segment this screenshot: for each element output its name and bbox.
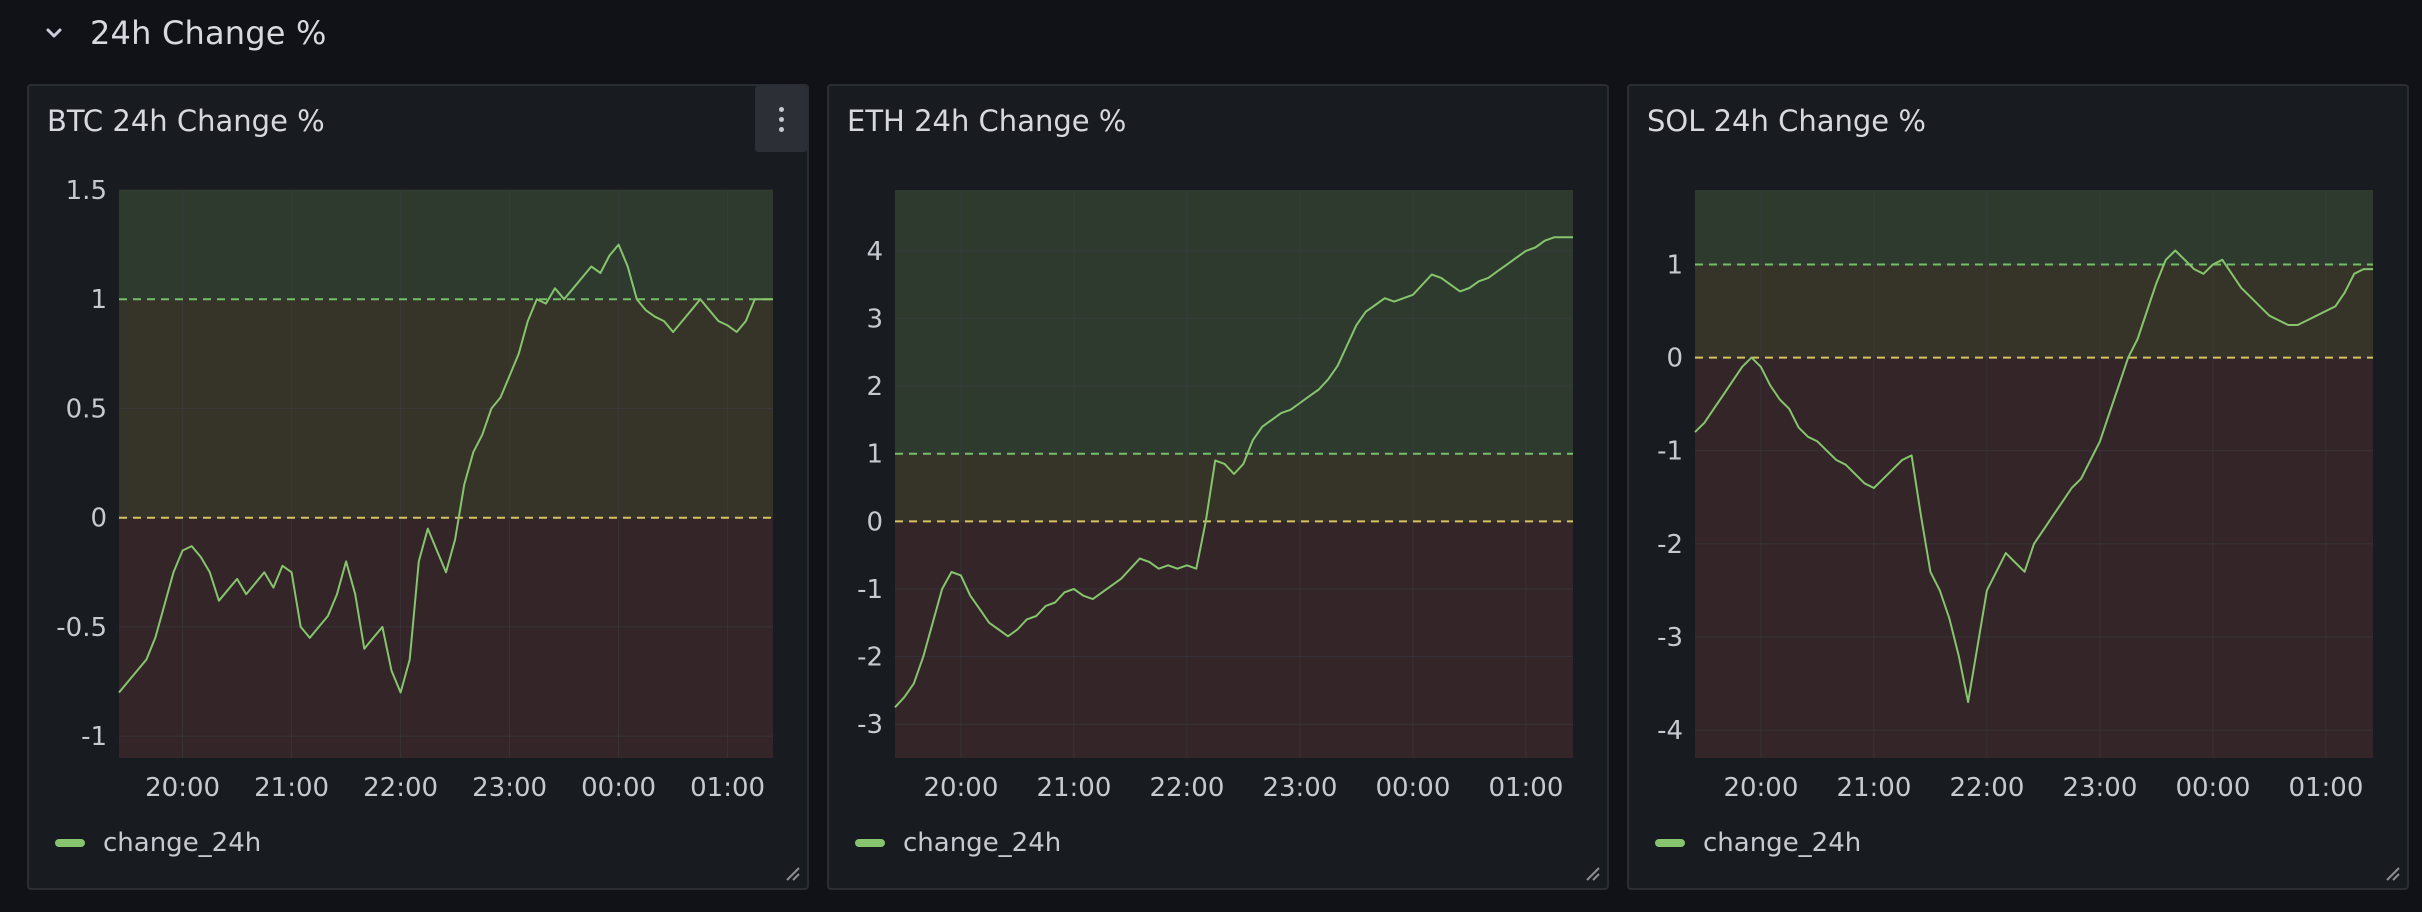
resize-handle-icon[interactable] xyxy=(2381,862,2401,882)
y-tick-label: -1 xyxy=(81,722,107,752)
sol-chart[interactable]: 1 0 -1 -2 -3 -4 20:00 21:00 22:00 23:00 00:00 01:00 xyxy=(1629,86,2407,888)
panel-title[interactable]: BTC 24h Change % xyxy=(47,104,325,138)
btc-chart[interactable]: 1.5 1 0.5 0 -0.5 -1 20:00 21:00 22:00 23:00 00:00 0… xyxy=(29,86,807,888)
y-tick-label: -1 xyxy=(1657,437,1683,467)
row-title[interactable]: 24h Change % xyxy=(90,14,327,52)
panel-title[interactable]: SOL 24h Change % xyxy=(1647,104,1926,138)
x-tick-label: 23:00 xyxy=(1262,773,1337,803)
series-line-change_24h xyxy=(118,243,773,694)
eth-panel[interactable]: ETH 24h Change % 4 3 2 1 0 -1 -2 -3 20:00 21:00 22… xyxy=(827,84,1609,890)
x-tick-label: 01:00 xyxy=(690,773,765,803)
dot-icon xyxy=(778,116,784,122)
chevron-down-icon[interactable] xyxy=(40,19,68,47)
x-tick-label: 00:00 xyxy=(581,773,656,803)
threshold-band-green xyxy=(1695,190,2373,265)
btc-panel[interactable]: BTC 24h Change % 1.5 1 0.5 0 -0.5 -1 20:00 21:0… xyxy=(27,84,809,890)
eth-chart[interactable]: 4 3 2 1 0 -1 -2 -3 20:00 21:00 22:00 23:00 00:00 01:0… xyxy=(829,86,1607,888)
x-tick-label: 01:00 xyxy=(1488,773,1563,803)
resize-handle-icon[interactable] xyxy=(781,862,801,882)
y-tick-label: 2 xyxy=(866,372,883,402)
legend-swatch xyxy=(1655,839,1685,847)
legend-item[interactable]: change_24h xyxy=(855,828,1061,858)
x-tick-label: 00:00 xyxy=(2175,773,2250,803)
x-tick-label: 20:00 xyxy=(923,773,998,803)
y-tick-label: 0.5 xyxy=(66,394,107,424)
y-tick-label: 0 xyxy=(866,507,883,537)
x-tick-label: 20:00 xyxy=(1723,773,1798,803)
resize-handle-icon[interactable] xyxy=(1581,862,1601,882)
x-tick-label: 23:00 xyxy=(2062,773,2137,803)
dot-icon xyxy=(778,126,784,132)
legend-swatch xyxy=(855,839,885,847)
x-tick-label: 01:00 xyxy=(2288,773,2363,803)
y-tick-label: -0.5 xyxy=(56,613,107,643)
threshold-band-red xyxy=(1695,357,2373,758)
panel-title[interactable]: ETH 24h Change % xyxy=(847,104,1127,138)
threshold-band-red xyxy=(119,517,773,758)
y-tick-label: -1 xyxy=(857,575,883,605)
y-tick-label: 1 xyxy=(90,285,107,315)
dot-icon xyxy=(778,106,784,112)
x-tick-label: 22:00 xyxy=(1149,773,1224,803)
threshold-band-yellow xyxy=(1695,264,2373,358)
x-tick-label: 00:00 xyxy=(1375,773,1450,803)
x-tick-label: 20:00 xyxy=(145,773,220,803)
x-tick-label: 23:00 xyxy=(472,773,547,803)
y-tick-label: -2 xyxy=(1657,530,1683,560)
x-tick-label: 21:00 xyxy=(1036,773,1111,803)
panel-menu-button[interactable] xyxy=(755,86,807,152)
threshold-band-yellow xyxy=(895,453,1573,522)
threshold-band-red xyxy=(895,521,1573,758)
x-tick-label: 22:00 xyxy=(363,773,438,803)
legend-item[interactable]: change_24h xyxy=(1655,828,1861,858)
sol-panel[interactable]: SOL 24h Change % 1 0 -1 -2 -3 -4 20:00 21:00 22:… xyxy=(1627,84,2409,890)
y-tick-label: 1 xyxy=(866,440,883,470)
y-tick-label: -4 xyxy=(1657,716,1683,746)
threshold-band-green xyxy=(119,190,773,300)
legend-item[interactable]: change_24h xyxy=(55,828,261,858)
y-tick-label: -3 xyxy=(857,710,883,740)
x-tick-label: 22:00 xyxy=(1949,773,2024,803)
x-tick-label: 21:00 xyxy=(1836,773,1911,803)
series-line-change_24h xyxy=(1694,249,2373,704)
row-header[interactable]: 24h Change % xyxy=(40,8,327,58)
y-tick-label: -3 xyxy=(1657,623,1683,653)
legend-label[interactable]: change_24h xyxy=(903,828,1062,858)
y-tick-label: 1.5 xyxy=(66,176,107,206)
threshold-band-green xyxy=(895,190,1573,454)
series-line-change_24h xyxy=(894,236,1573,708)
y-tick-label: 0 xyxy=(90,504,107,534)
y-tick-label: 4 xyxy=(866,237,883,267)
y-tick-label: 1 xyxy=(1666,250,1683,280)
legend-swatch xyxy=(55,839,85,847)
y-tick-label: 3 xyxy=(866,304,883,334)
y-tick-label: -2 xyxy=(857,643,883,673)
x-tick-label: 21:00 xyxy=(254,773,329,803)
legend-label[interactable]: change_24h xyxy=(103,828,262,858)
legend-label[interactable]: change_24h xyxy=(1703,828,1862,858)
y-tick-label: 0 xyxy=(1666,344,1683,374)
